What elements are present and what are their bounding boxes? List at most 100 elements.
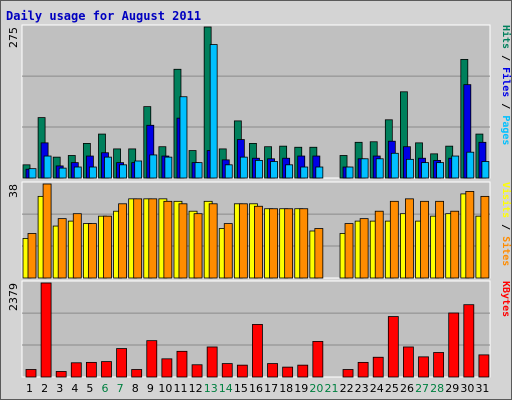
x-tick-label: 7: [117, 382, 124, 395]
bar-pages: [375, 158, 384, 179]
bar-pages: [104, 156, 112, 179]
x-tick-label: 27: [415, 382, 429, 395]
bar-kbytes: [357, 361, 369, 378]
bar-sites: [359, 218, 369, 279]
bar-pages: [421, 162, 429, 179]
bar-sites: [148, 198, 158, 279]
x-tick-label: 17: [264, 382, 278, 395]
y-max-label: 38: [7, 184, 20, 198]
bar-kbytes: [146, 340, 158, 378]
bar-kbytes: [433, 352, 445, 378]
bar-sites: [435, 200, 445, 279]
x-tick-label: 18: [279, 382, 293, 395]
bar-pages: [88, 166, 97, 179]
bar-sites: [284, 208, 294, 279]
bar-pages: [360, 158, 369, 179]
bar-kbytes: [297, 364, 309, 378]
bar-pages: [406, 158, 414, 179]
bar-pages: [255, 160, 263, 179]
bar-kbytes: [312, 341, 324, 378]
legend-entry: Sites: [500, 236, 512, 266]
bar-sites: [133, 198, 143, 279]
bar-sites: [223, 223, 233, 279]
bar-kbytes: [418, 356, 429, 378]
bar-sites: [299, 208, 309, 279]
x-tick-label: 31: [475, 382, 489, 395]
bar-kbytes: [342, 369, 354, 378]
bar-pages: [164, 156, 173, 179]
bar-kbytes: [282, 366, 294, 378]
bar-kbytes: [116, 348, 127, 378]
bar-pages: [224, 164, 233, 179]
bar-pages: [194, 162, 203, 179]
bar-pages: [300, 166, 309, 179]
bar-sites: [103, 215, 112, 279]
x-tick-label: 19: [294, 382, 308, 395]
bar-kbytes: [252, 324, 263, 378]
chart-title: Daily usage for August 2011: [6, 9, 202, 23]
bar-pages: [451, 155, 460, 179]
x-tick-label: 22: [340, 382, 354, 395]
bar-pages: [466, 151, 475, 179]
bar-kbytes: [191, 364, 203, 378]
bar-kbytes: [236, 364, 248, 378]
x-tick-label: 16: [249, 382, 263, 395]
bar-kbytes: [176, 350, 188, 378]
legend-3: KBytes: [500, 281, 511, 317]
bar-kbytes: [221, 363, 233, 378]
bar-kbytes: [131, 369, 143, 378]
x-tick-label: 11: [174, 382, 188, 395]
x-tick-label: 29: [445, 382, 459, 395]
y-max-label: 2379: [7, 283, 20, 311]
x-tick-label: 30: [460, 382, 474, 395]
x-tick-label: 15: [234, 382, 248, 395]
bar-pages: [390, 152, 399, 179]
x-tick-label: 14: [219, 382, 233, 395]
x-tick-label: 20: [309, 382, 323, 395]
bar-sites: [27, 233, 37, 279]
legend-entry: Visits: [500, 182, 512, 218]
bar-kbytes: [70, 362, 82, 378]
x-tick-label: 3: [56, 382, 63, 395]
bar-pages: [28, 168, 37, 179]
bar-kbytes: [403, 346, 414, 378]
bar-sites: [208, 203, 218, 279]
bar-sites: [465, 191, 475, 279]
legend-entry: Pages: [500, 115, 511, 145]
bar-sites: [72, 213, 82, 279]
bar-kbytes: [387, 316, 399, 378]
bar-kbytes: [25, 369, 37, 378]
x-tick-label: 26: [400, 382, 414, 395]
bar-sites: [374, 210, 384, 279]
bar-kbytes: [161, 358, 173, 378]
bar-pages: [315, 166, 324, 179]
x-tick-label: 23: [355, 382, 369, 395]
bar-kbytes: [40, 282, 52, 378]
bar-pages: [43, 155, 52, 179]
bar-pages: [149, 154, 158, 179]
bar-sites: [193, 213, 203, 279]
bar-kbytes: [55, 371, 67, 378]
y-max-label: 275: [7, 27, 20, 48]
legend-2: Visits / Sites: [500, 182, 512, 266]
bar-pages: [436, 162, 445, 179]
bar-sites: [344, 223, 354, 279]
bar-pages: [345, 166, 354, 179]
bar-pages: [239, 156, 248, 179]
x-tick-label: 25: [385, 382, 399, 395]
legend-entry: Hits: [500, 25, 512, 49]
bar-pages: [134, 160, 143, 179]
bar-sites: [420, 200, 429, 279]
bar-pages: [481, 161, 490, 179]
x-tick-label: 8: [132, 382, 139, 395]
x-tick-label: 4: [71, 382, 78, 395]
x-tick-label: 6: [102, 382, 109, 395]
bar-pages: [209, 44, 218, 179]
x-tick-label: 13: [204, 382, 218, 395]
bar-sites: [42, 183, 52, 279]
bar-sites: [480, 195, 490, 279]
bar-pages: [119, 164, 127, 179]
bar-sites: [269, 208, 278, 279]
bar-kbytes: [85, 361, 97, 378]
